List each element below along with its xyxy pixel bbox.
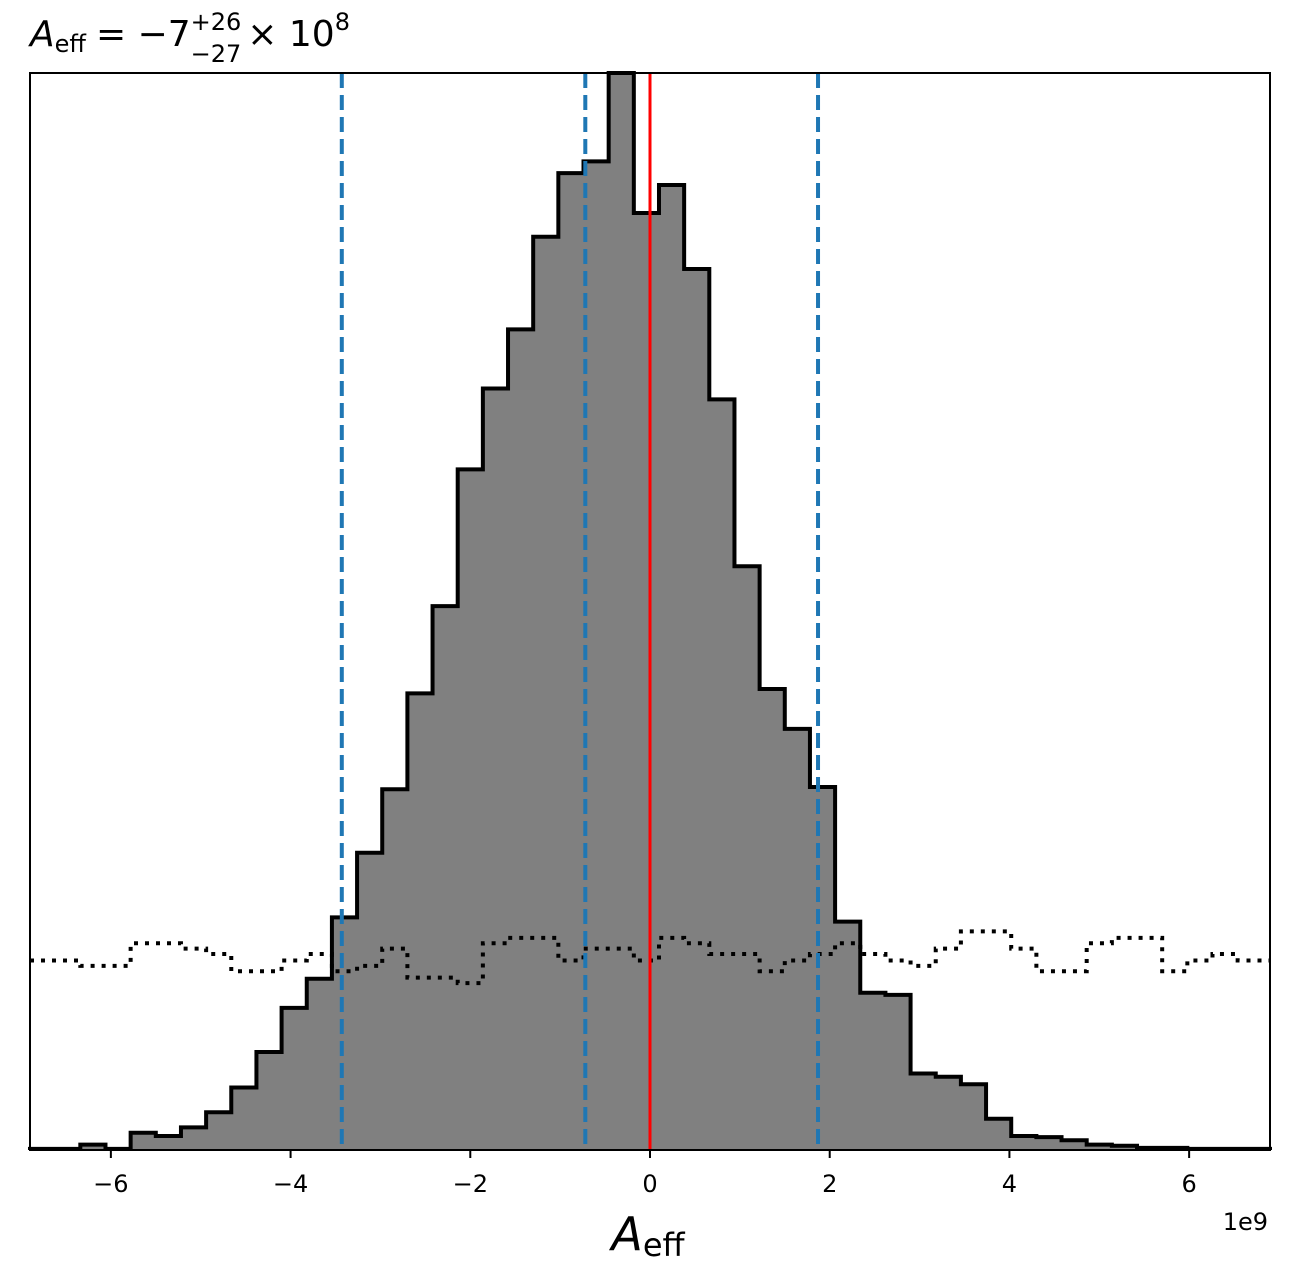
x-offset-label: 1e9 — [1223, 1208, 1268, 1236]
x-tick-label: 0 — [642, 1170, 657, 1198]
x-tick-label: −6 — [93, 1170, 128, 1198]
posterior-histogram-outline — [28, 71, 1272, 1151]
x-axis-ticks: −6 −4 −2 0 2 4 6 — [93, 1150, 1197, 1198]
x-tick-label: 4 — [1002, 1170, 1017, 1198]
x-axis-label: Aeff — [608, 1207, 685, 1264]
x-tick-label: −4 — [273, 1170, 308, 1198]
x-tick-label: −2 — [453, 1170, 488, 1198]
x-tick-label: 6 — [1181, 1170, 1196, 1198]
x-tick-label: 2 — [822, 1170, 837, 1198]
reference-lines — [339, 73, 821, 1150]
prior-histogram-dotted — [30, 929, 1270, 986]
chart-title: Aeff = −7+26 −27 × 108 — [28, 8, 350, 68]
